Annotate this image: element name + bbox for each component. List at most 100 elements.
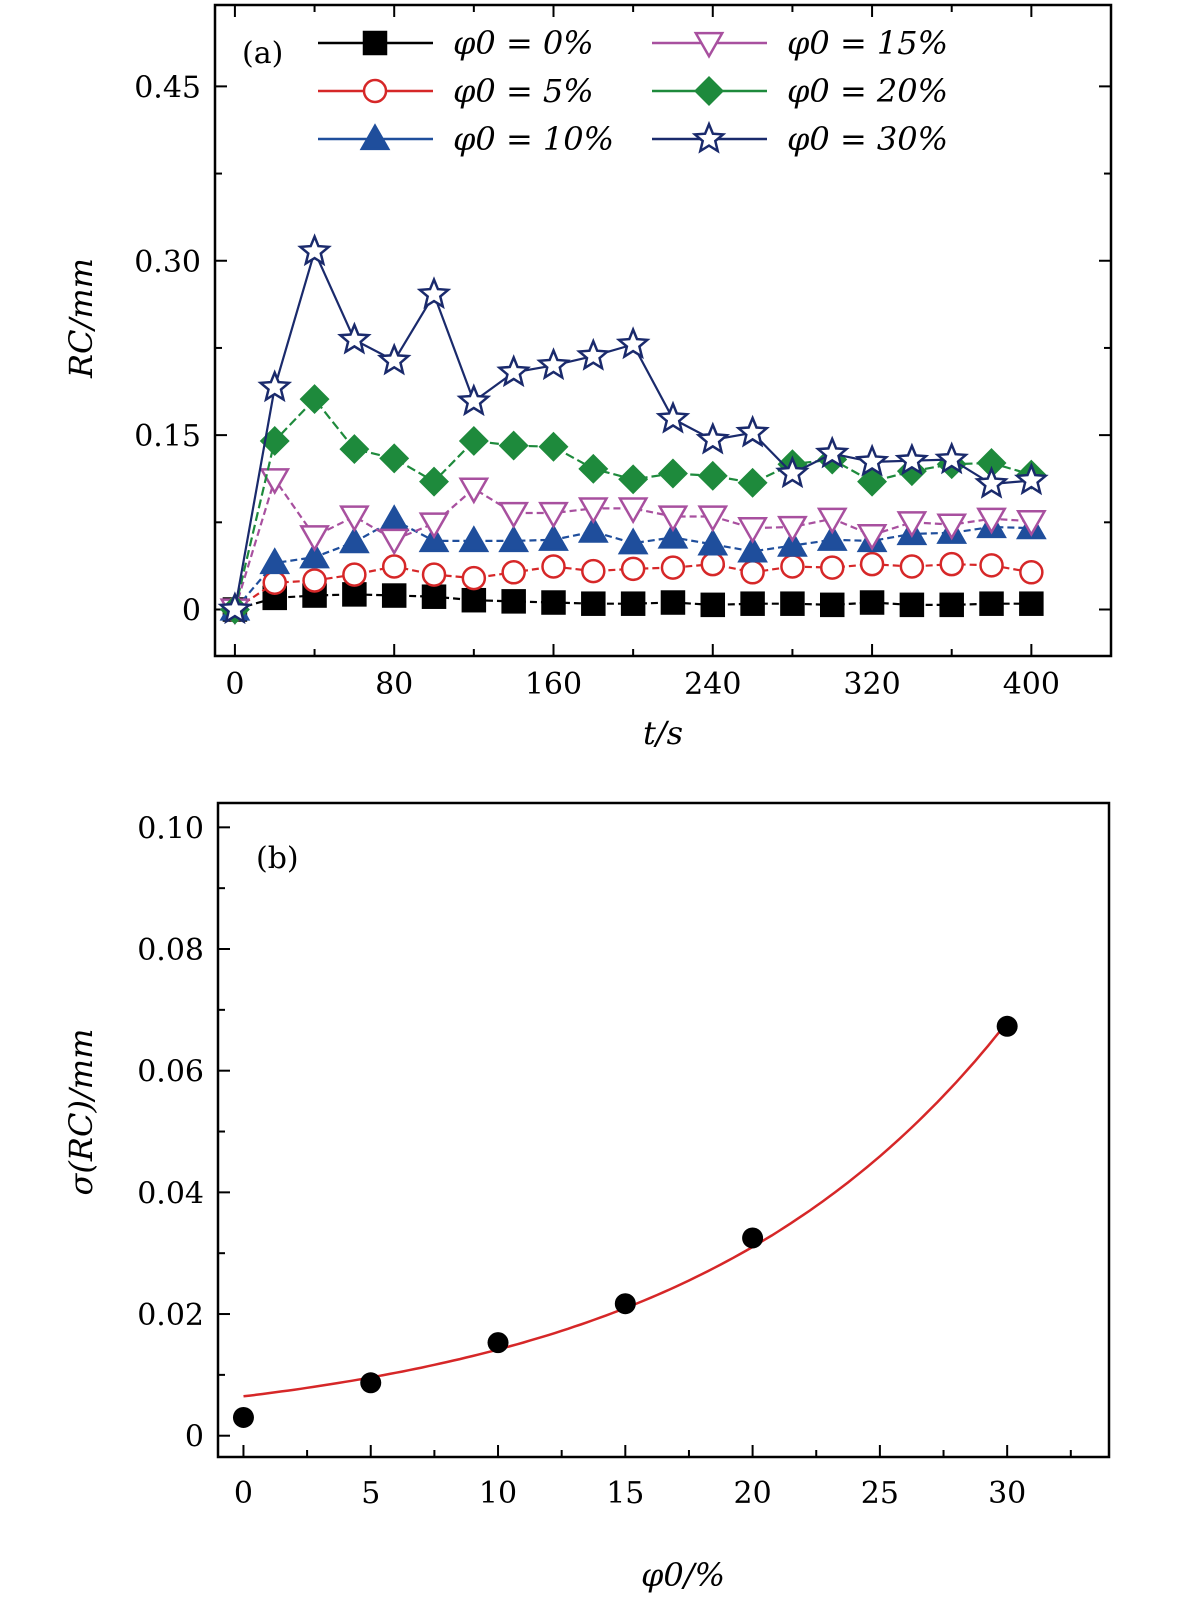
data-point [974, 465, 1009, 499]
data-point [501, 589, 526, 614]
data-point [816, 507, 848, 535]
data-point [461, 565, 487, 591]
legend-item: φ0 = 30% [652, 120, 948, 158]
fit-curve [243, 1021, 1009, 1398]
data-point [581, 591, 606, 616]
series-4 [219, 384, 1047, 625]
data-point [378, 528, 410, 556]
panel-b-x-tick-label: 5 [361, 1476, 380, 1511]
data-point [297, 233, 332, 267]
legend-item: φ0 = 20% [652, 72, 948, 110]
data-point [979, 591, 1004, 616]
series-line [234, 518, 1032, 611]
panel-b-x-tick-label: 0 [234, 1476, 253, 1511]
data-point [456, 383, 492, 417]
legend-label: φ0 = 30% [787, 120, 948, 158]
data-point [217, 591, 253, 625]
data-point [461, 587, 487, 613]
data-point [536, 347, 571, 381]
data-point [421, 584, 447, 609]
panel-b-y-tick-label: 0.08 [137, 933, 204, 968]
data-point [618, 464, 649, 495]
data-point [899, 554, 925, 579]
data-point [541, 554, 566, 579]
data-point [259, 468, 291, 496]
panel-b: 0 5 10 15 20 25 30 0 0.02 0.04 0.06 0.08 0.10 (b) σ(… [62, 801, 1111, 1594]
panel-b-x-tick-label: 20 [734, 1476, 772, 1511]
legend-marker [359, 123, 391, 151]
series-line [233, 476, 1032, 610]
panel-b-x-tick-label: 25 [861, 1476, 899, 1511]
data-point [894, 442, 930, 476]
data-point [737, 516, 768, 544]
data-point [538, 524, 569, 551]
data-point [577, 497, 609, 525]
data-point [660, 590, 686, 615]
panel-b-y-tick-label: 0 [185, 1420, 204, 1455]
data-point [381, 554, 407, 579]
data-point [578, 453, 609, 484]
data-point [700, 551, 726, 577]
series-5 [217, 233, 1049, 625]
data-point [819, 555, 845, 580]
data-point [257, 369, 293, 403]
data-point [342, 562, 367, 587]
data-point [617, 497, 649, 525]
panel-a-y-tick-label: 0.45 [134, 70, 201, 105]
data-point [816, 524, 848, 551]
data-point [854, 443, 890, 477]
panel-a-y-tick-label: 0.15 [134, 419, 201, 454]
series-1 [222, 551, 1044, 622]
panel-a-frame [213, 3, 1113, 658]
legend-marker [362, 78, 388, 104]
data-point [620, 591, 646, 616]
data-point [339, 434, 370, 465]
data-point [737, 467, 768, 498]
legend-label: φ0 = 20% [787, 72, 948, 110]
data-point [299, 384, 330, 415]
data-point [458, 425, 489, 456]
data-point [421, 562, 447, 587]
data-point [899, 592, 925, 618]
data-point [498, 525, 530, 553]
data-point [581, 558, 606, 584]
panel-a-legend: φ0 = 0% φ0 = 5% φ0 = 10% φ0 = 15% φ0 = 20% φ0… [318, 24, 948, 158]
data-point [577, 515, 609, 543]
panel-a-x-tick-label: 400 [1003, 667, 1060, 702]
data-point [458, 525, 490, 553]
data-point [896, 511, 928, 539]
data-point [856, 523, 888, 551]
panel-b-y-axis-label: σ(RC)/mm [62, 1029, 100, 1196]
data-point [657, 521, 689, 549]
data-point [740, 591, 765, 616]
data-point [1016, 510, 1047, 537]
data-point [299, 541, 330, 569]
data-point [262, 570, 287, 596]
panel-b-x-tick-label: 10 [479, 1476, 517, 1511]
legend-item: φ0 = 10% [318, 120, 614, 158]
legend-item: φ0 = 5% [318, 72, 594, 110]
data-point [939, 592, 964, 618]
legend-marker [691, 120, 727, 154]
data-point [538, 431, 569, 462]
series-3 [219, 468, 1047, 626]
data-point [617, 527, 649, 555]
data-point [939, 551, 964, 577]
data-point [657, 505, 689, 533]
data-point [780, 554, 805, 579]
data-point [302, 568, 327, 593]
data-point [1019, 591, 1044, 616]
data-point [857, 466, 888, 497]
legend-marker [362, 30, 388, 56]
data-point [1019, 560, 1044, 585]
data-point [780, 591, 805, 616]
data-point [936, 513, 968, 541]
panel-a-x-axis-label: t/s [643, 714, 683, 752]
data-point [697, 505, 729, 533]
data-point [379, 443, 410, 474]
panel-a-x-tick-label: 0 [225, 667, 244, 702]
data-point [418, 512, 450, 540]
panel-a-y-tick-label: 0.30 [134, 245, 201, 280]
data-point [697, 528, 729, 556]
data-point [775, 455, 810, 489]
